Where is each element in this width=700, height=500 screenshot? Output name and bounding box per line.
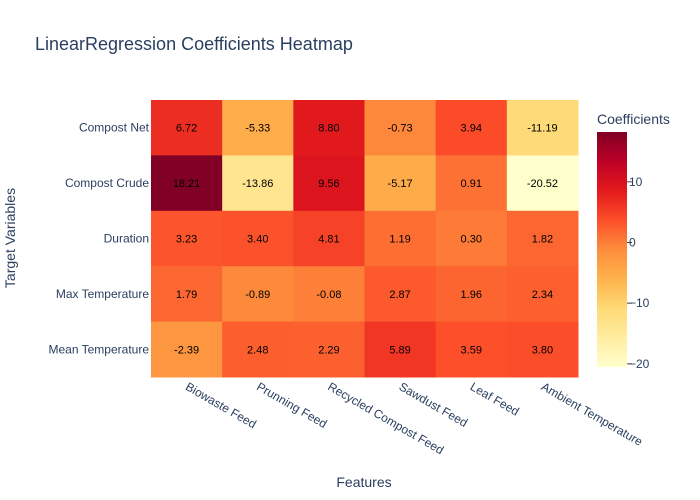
cell-value-label: -20.52	[527, 178, 558, 190]
cell-value-label: -11.19	[527, 123, 557, 135]
cell-value-label: -5.33	[245, 123, 270, 135]
heatmap-cell	[293, 100, 365, 156]
heatmap-cell	[364, 210, 437, 267]
heatmap-cell	[435, 210, 508, 267]
heatmap-cell	[222, 155, 294, 212]
heatmap-cell	[506, 100, 579, 156]
colorbar-tick-label: 0	[629, 235, 636, 249]
heatmap-cell	[293, 266, 365, 323]
colorbar-gradient	[597, 132, 627, 367]
heatmap-cells	[151, 100, 579, 378]
heatmap-cell	[506, 321, 579, 378]
heatmap-cell	[435, 266, 508, 323]
y-tick-label: Compost Net	[79, 121, 150, 135]
heatmap-cell	[151, 266, 223, 323]
cell-value-label: 2.34	[532, 289, 553, 301]
cell-value-label: 3.80	[532, 344, 553, 356]
y-tick-label: Mean Temperature	[49, 342, 150, 356]
heatmap-cell	[222, 210, 294, 267]
x-tick-label: Prunning Feed	[254, 379, 329, 430]
y-tick-label: Duration	[104, 232, 149, 246]
cell-value-label: 1.96	[461, 289, 482, 301]
colorbar-tick-label: −10	[629, 296, 650, 310]
cell-value-label: 2.87	[389, 289, 410, 301]
x-tick-label: Leaf Feed	[468, 379, 522, 418]
cell-value-label: -13.86	[242, 178, 273, 190]
heatmap-cell	[435, 155, 508, 212]
heatmap-cell	[293, 210, 365, 267]
cell-value-label: -0.89	[245, 289, 270, 301]
heatmap-cell	[435, 100, 508, 156]
heatmap-cell	[222, 266, 294, 323]
heatmap-cell	[151, 210, 223, 267]
heatmap-cell	[222, 321, 294, 378]
cell-value-label: 5.89	[389, 344, 410, 356]
cell-value-label: -0.73	[388, 123, 413, 135]
colorbar: Coefficients −20 −10 0 10	[597, 111, 670, 371]
cell-value-label: 3.40	[247, 234, 268, 246]
x-tick-label: Biowaste Feed	[183, 379, 259, 431]
cell-value-label: 1.82	[532, 234, 553, 246]
cell-value-label: 6.72	[176, 123, 197, 135]
cell-value-label: 0.91	[461, 178, 482, 190]
heatmap-cell	[364, 321, 437, 378]
colorbar-tick-label: −20	[629, 357, 650, 371]
cell-value-label: 2.29	[318, 344, 339, 356]
x-tick-label: Recycled Compost Feed	[325, 379, 446, 457]
x-tick-label: Ambient Temperature	[539, 379, 645, 449]
colorbar-title: Coefficients	[597, 111, 670, 127]
cell-value-label: 8.80	[318, 123, 339, 135]
y-tick-label: Compost Crude	[65, 176, 149, 190]
heatmap-cell	[151, 155, 223, 212]
heatmap-cell-labels: 6.72 -5.33 8.80 -0.73 3.94 -11.19 18.21 -13.86 9…	[173, 123, 558, 357]
y-axis-title: Target Variables	[2, 188, 18, 288]
x-axis-title: Features	[336, 474, 391, 490]
heatmap-cell	[364, 266, 437, 323]
cell-value-label: 4.81	[318, 234, 339, 246]
heatmap-cell	[435, 321, 508, 378]
cell-value-label: 1.19	[389, 234, 410, 246]
chart-title: LinearRegression Coefficients Heatmap	[35, 34, 353, 54]
cell-value-label: 1.79	[176, 289, 197, 301]
heatmap-cell	[506, 210, 579, 267]
cell-value-label: -2.39	[174, 344, 199, 356]
cell-value-label: 9.56	[318, 178, 339, 190]
cell-value-label: 2.48	[247, 344, 268, 356]
heatmap-cell	[293, 155, 365, 212]
heatmap-cell	[364, 155, 437, 212]
colorbar-ticks: −20 −10 0 10	[627, 175, 650, 371]
cell-value-label: 0.30	[461, 234, 482, 246]
heatmap-cell	[151, 100, 223, 156]
heatmap-cell	[151, 321, 223, 378]
heatmap-cell	[364, 100, 437, 156]
colorbar-tick-label: 10	[629, 175, 643, 189]
heatmap-cell	[506, 266, 579, 323]
heatmap-cell	[293, 321, 365, 378]
cell-value-label: -5.17	[388, 178, 413, 190]
cell-value-label: 3.23	[176, 234, 197, 246]
cell-value-label: 3.59	[461, 344, 482, 356]
y-axis-ticks: Compost Net Compost Crude Duration Max Temp…	[49, 121, 150, 357]
heatmap-cell	[506, 155, 579, 212]
heatmap-cell	[222, 100, 294, 156]
cell-value-label: 18.21	[173, 178, 201, 190]
cell-value-label: -0.08	[316, 289, 341, 301]
y-tick-label: Max Temperature	[56, 287, 149, 301]
cell-value-label: 3.94	[461, 123, 482, 135]
